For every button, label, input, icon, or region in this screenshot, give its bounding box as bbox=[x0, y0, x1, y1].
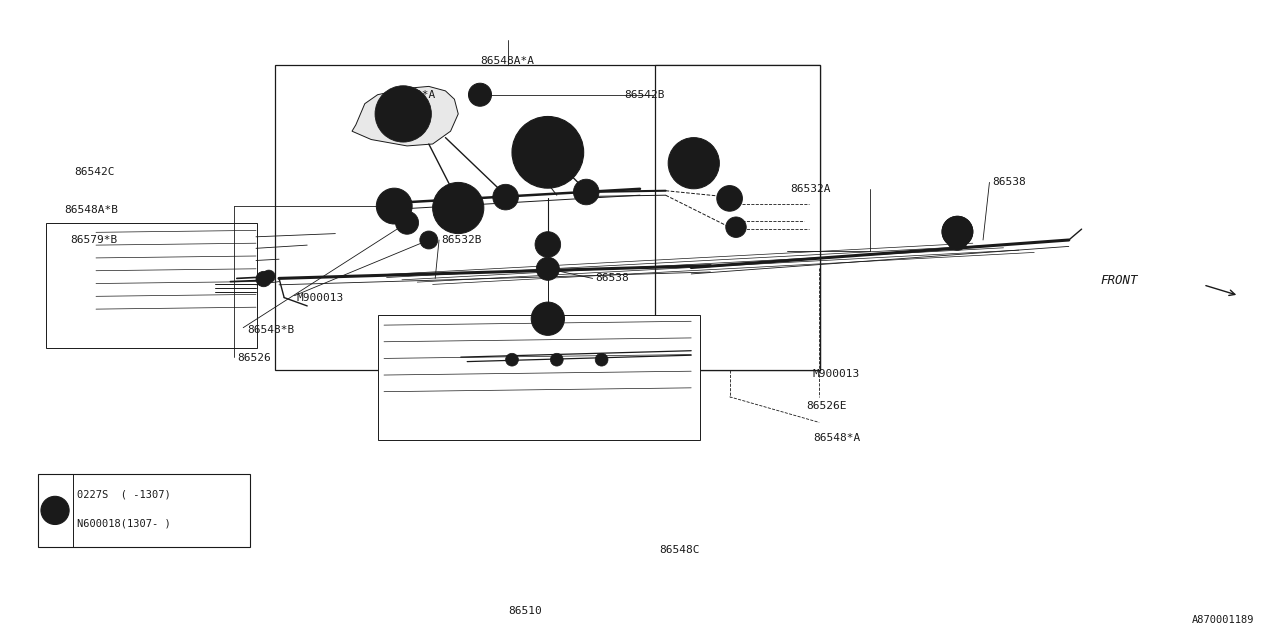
Circle shape bbox=[375, 86, 431, 142]
Circle shape bbox=[256, 271, 271, 287]
Circle shape bbox=[531, 136, 564, 169]
Text: A870001189: A870001189 bbox=[1192, 614, 1254, 625]
Circle shape bbox=[532, 303, 563, 334]
Text: 86542C: 86542C bbox=[74, 166, 115, 177]
Circle shape bbox=[506, 353, 518, 366]
Circle shape bbox=[512, 116, 584, 188]
Circle shape bbox=[531, 302, 564, 335]
Circle shape bbox=[595, 353, 608, 366]
Text: 86532B: 86532B bbox=[442, 235, 483, 245]
Circle shape bbox=[396, 211, 419, 234]
Text: 1: 1 bbox=[52, 506, 58, 515]
Circle shape bbox=[41, 497, 69, 525]
Bar bbox=[38, 474, 250, 547]
Text: 86548A*B: 86548A*B bbox=[64, 205, 118, 215]
Circle shape bbox=[942, 216, 973, 247]
Bar bbox=[275, 65, 820, 370]
Text: 86579*B: 86579*B bbox=[70, 235, 118, 245]
Circle shape bbox=[536, 257, 559, 280]
Circle shape bbox=[535, 232, 561, 257]
Bar bbox=[378, 315, 700, 440]
Circle shape bbox=[947, 230, 968, 250]
Circle shape bbox=[445, 195, 471, 221]
Circle shape bbox=[379, 191, 410, 221]
Circle shape bbox=[474, 88, 486, 101]
Text: FRONT: FRONT bbox=[1101, 274, 1138, 287]
Text: 1: 1 bbox=[955, 227, 960, 237]
Text: 86532A: 86532A bbox=[790, 184, 831, 194]
Circle shape bbox=[681, 150, 707, 176]
Circle shape bbox=[376, 188, 412, 224]
Circle shape bbox=[433, 182, 484, 234]
Circle shape bbox=[717, 186, 742, 211]
Text: 86526E: 86526E bbox=[806, 401, 847, 412]
Text: 86548C: 86548C bbox=[659, 545, 700, 556]
Text: 86548A*A: 86548A*A bbox=[480, 56, 534, 66]
Text: 86526: 86526 bbox=[237, 353, 270, 364]
Circle shape bbox=[387, 97, 420, 131]
Text: 86548*A: 86548*A bbox=[813, 433, 860, 444]
Circle shape bbox=[468, 83, 492, 106]
Text: 86542B: 86542B bbox=[625, 90, 666, 100]
Text: 0227S  ( -1307): 0227S ( -1307) bbox=[77, 489, 170, 499]
Circle shape bbox=[726, 217, 746, 237]
Text: 86579*A: 86579*A bbox=[388, 90, 435, 100]
Text: 86510: 86510 bbox=[508, 606, 541, 616]
Circle shape bbox=[262, 270, 275, 283]
Text: M900013: M900013 bbox=[813, 369, 860, 380]
Circle shape bbox=[668, 138, 719, 189]
Bar bbox=[46, 223, 257, 348]
Text: 86538: 86538 bbox=[595, 273, 628, 284]
Bar bbox=[655, 65, 820, 370]
Text: 86548*B: 86548*B bbox=[247, 324, 294, 335]
Circle shape bbox=[942, 216, 973, 247]
Circle shape bbox=[573, 179, 599, 205]
Circle shape bbox=[550, 353, 563, 366]
Circle shape bbox=[493, 184, 518, 210]
Text: 1: 1 bbox=[545, 314, 550, 324]
Polygon shape bbox=[352, 86, 458, 146]
Text: 86538: 86538 bbox=[992, 177, 1025, 188]
Circle shape bbox=[420, 231, 438, 249]
Text: M900013: M900013 bbox=[297, 292, 344, 303]
Text: N600018(1307- ): N600018(1307- ) bbox=[77, 518, 170, 529]
